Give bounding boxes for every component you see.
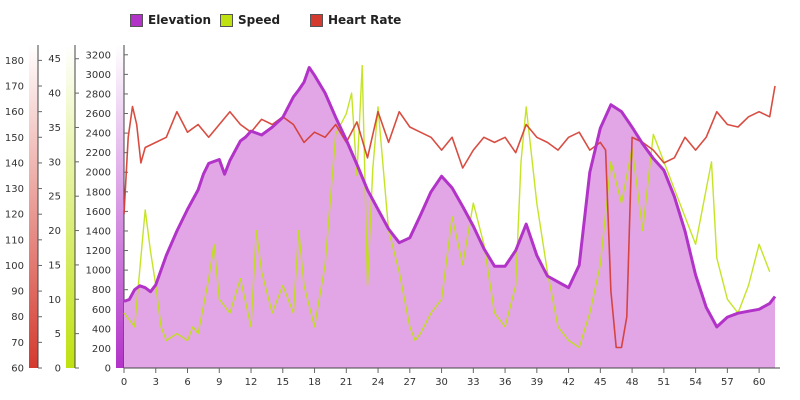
- x-tick-label: 48: [626, 377, 639, 388]
- speed-tick-label: 10: [48, 295, 61, 306]
- x-tick-label: 42: [562, 377, 575, 388]
- elevation-tick-label: 2800: [86, 89, 111, 100]
- x-tick-label: 0: [121, 377, 127, 388]
- plot-area: [123, 64, 777, 368]
- elevation-tick-label: 2200: [86, 148, 111, 159]
- speed-tick-label: 15: [48, 260, 61, 271]
- x-tick-label: 24: [372, 377, 385, 388]
- speed-tick-label: 25: [48, 192, 61, 203]
- x-tick-label: 6: [184, 377, 190, 388]
- heart-rate-tick-label: 170: [5, 82, 24, 93]
- elevation-tick-label: 2600: [86, 109, 111, 120]
- x-tick-label: 15: [276, 377, 289, 388]
- heart-rate-axis: 60 70 80 90 100 110 120 130 140 150 160 170 180: [5, 45, 42, 375]
- x-tick-label: 51: [657, 377, 670, 388]
- elevation-tick-label: 0: [105, 364, 111, 375]
- heart-rate-axis-bar: [29, 45, 38, 368]
- legend: Elevation Speed Heart Rate: [0, 11, 800, 29]
- elevation-tick-label: 2000: [86, 168, 111, 179]
- speed-tick-label: 35: [48, 123, 61, 134]
- legend-label-speed: Speed: [238, 13, 281, 27]
- heart-rate-tick-label: 100: [5, 261, 24, 272]
- elevation-area: [124, 67, 775, 368]
- elevation-tick-label: 3200: [86, 50, 111, 61]
- heart-rate-tick-label: 80: [11, 312, 24, 323]
- heart-rate-tick-label: 120: [5, 210, 24, 221]
- elevation-line: [123, 66, 777, 329]
- elevation-tick-label: 3000: [86, 70, 111, 81]
- heart-rate-tick-label: 150: [5, 133, 24, 144]
- x-tick-label: 39: [530, 377, 543, 388]
- elevation-tick-label: 400: [92, 324, 111, 335]
- x-tick-label: 27: [403, 377, 416, 388]
- legend-item-elevation[interactable]: Elevation: [130, 11, 211, 29]
- x-tick-label: 9: [216, 377, 222, 388]
- x-tick-label: 36: [499, 377, 512, 388]
- elevation-swatch: [130, 13, 143, 27]
- heart-rate-tick-label: 180: [5, 56, 24, 67]
- legend-label-elevation: Elevation: [148, 13, 212, 27]
- elevation-tick-label: 1000: [86, 266, 111, 277]
- elevation-tick-label: 1400: [86, 226, 111, 237]
- speed-line: [123, 64, 771, 349]
- heart-rate-tick-label: 130: [5, 184, 24, 195]
- heart-rate-swatch: [310, 13, 323, 27]
- x-tick-label: 21: [340, 377, 353, 388]
- elevation-axis: 0 200 400 600 800 1000 1200 1400 1600 1800 2000 220…: [86, 45, 128, 375]
- elevation-tick-label: 1800: [86, 187, 111, 198]
- speed-tick-label: 45: [48, 54, 61, 65]
- speed-swatch: [220, 13, 233, 27]
- x-tick-label: 60: [753, 377, 766, 388]
- heart-rate-line: [123, 85, 776, 349]
- heart-rate-tick-label: 160: [5, 107, 24, 118]
- x-tick-label: 54: [689, 377, 702, 388]
- heart-rate-tick-label: 140: [5, 158, 24, 169]
- speed-tick-label: 0: [55, 364, 61, 375]
- x-tick-label: 12: [245, 377, 258, 388]
- elevation-axis-bar: [116, 45, 124, 368]
- elevation-tick-label: 600: [92, 305, 111, 316]
- speed-axis-bar: [66, 45, 75, 368]
- legend-item-speed[interactable]: Speed: [220, 11, 280, 29]
- x-tick-label: 45: [594, 377, 607, 388]
- speed-tick-label: 5: [55, 329, 61, 340]
- heart-rate-tick-label: 110: [5, 235, 24, 246]
- x-tick-label: 18: [308, 377, 321, 388]
- x-tick-label: 3: [153, 377, 159, 388]
- speed-tick-label: 40: [48, 89, 61, 100]
- elevation-tick-label: 800: [92, 285, 111, 296]
- speed-axis: 0 5 10 15 20 25 30 35 40 45: [48, 45, 79, 375]
- legend-item-heart-rate[interactable]: Heart Rate: [310, 11, 401, 29]
- heart-rate-tick-label: 60: [11, 364, 24, 375]
- x-axis: 0 3 6 9 12 15 18 21 24 27 30 33 36 39 42 45 48 51 54 57 60: [121, 367, 780, 388]
- elevation-tick-label: 2400: [86, 129, 111, 140]
- elevation-tick-label: 1200: [86, 246, 111, 257]
- x-tick-label: 57: [721, 377, 734, 388]
- speed-tick-label: 30: [48, 157, 61, 168]
- elevation-tick-label: 200: [92, 344, 111, 355]
- speed-tick-label: 20: [48, 226, 61, 237]
- elevation-tick-label: 1600: [86, 207, 111, 218]
- x-tick-label: 30: [435, 377, 448, 388]
- heart-rate-tick-label: 70: [11, 338, 24, 349]
- legend-label-heart-rate: Heart Rate: [328, 13, 402, 27]
- heart-rate-tick-label: 90: [11, 287, 24, 298]
- x-tick-label: 33: [467, 377, 480, 388]
